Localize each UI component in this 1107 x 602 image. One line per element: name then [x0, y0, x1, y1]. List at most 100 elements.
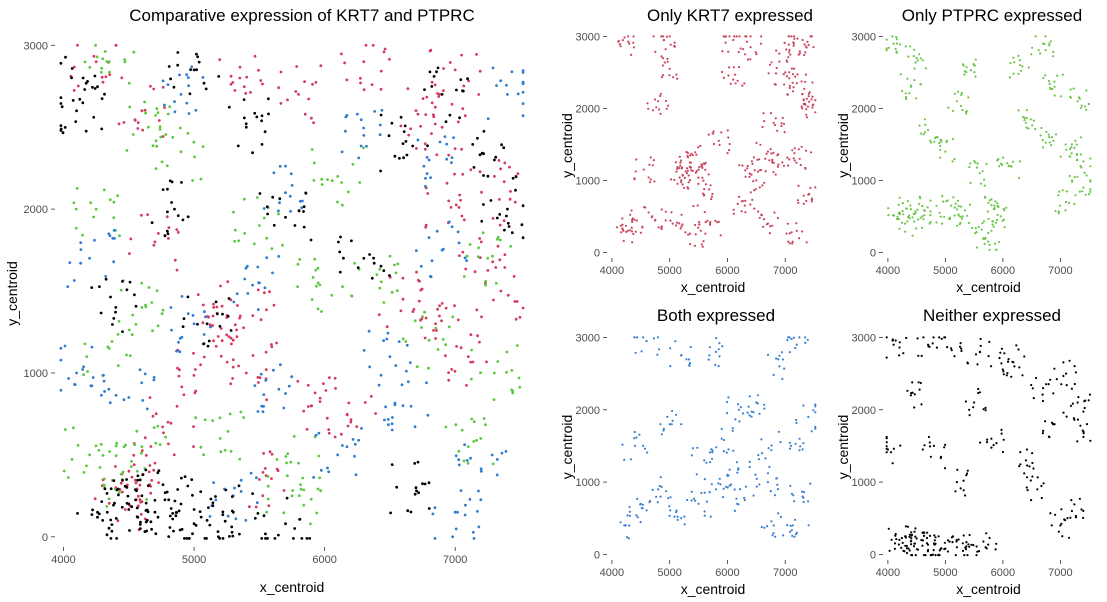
- data-point: [419, 318, 422, 322]
- data-point: [766, 472, 770, 475]
- data-point: [377, 313, 381, 317]
- data-point: [633, 444, 637, 447]
- data-point: [675, 509, 678, 512]
- data-point: [505, 83, 508, 87]
- data-point: [753, 189, 756, 192]
- data-point: [163, 491, 167, 495]
- data-point: [805, 199, 808, 203]
- data-point: [76, 512, 79, 515]
- data-point: [921, 539, 925, 542]
- data-point: [791, 240, 794, 243]
- data-point: [299, 487, 303, 491]
- data-point: [169, 421, 173, 425]
- data-point: [153, 240, 157, 244]
- data-point: [143, 372, 147, 376]
- data-point: [924, 554, 927, 557]
- data-point: [380, 108, 384, 112]
- data-point: [476, 510, 479, 513]
- data-point: [133, 478, 137, 482]
- x-tick-label: 5000: [657, 265, 681, 277]
- data-point: [727, 396, 730, 399]
- data-point: [153, 510, 157, 514]
- data-point: [1006, 162, 1009, 165]
- data-point: [920, 132, 923, 135]
- data-point: [214, 495, 217, 498]
- data-point: [310, 404, 313, 408]
- data-point: [477, 525, 481, 529]
- data-point: [804, 73, 808, 76]
- data-point: [720, 131, 723, 134]
- data-point: [939, 148, 942, 151]
- data-point: [631, 217, 634, 220]
- data-point: [79, 248, 83, 252]
- data-point: [266, 484, 270, 488]
- data-point: [914, 554, 917, 557]
- data-point: [800, 145, 803, 148]
- data-point: [81, 368, 85, 371]
- data-point: [270, 343, 273, 346]
- data-point: [954, 554, 957, 557]
- data-point: [666, 415, 669, 418]
- y-axis-label: y_centroid: [4, 261, 20, 326]
- data-point: [728, 468, 731, 471]
- data-point: [745, 35, 748, 38]
- data-point: [710, 448, 713, 451]
- data-point: [1069, 96, 1072, 99]
- data-point: [259, 318, 263, 322]
- data-point: [1041, 432, 1044, 435]
- data-point: [344, 129, 347, 133]
- data-point: [925, 536, 929, 540]
- data-point: [153, 461, 157, 465]
- data-point: [226, 514, 230, 518]
- data-point: [336, 200, 339, 204]
- data-point: [737, 467, 740, 470]
- data-point: [660, 55, 663, 58]
- data-point: [239, 410, 243, 414]
- data-point: [379, 169, 382, 173]
- data-point: [333, 376, 337, 380]
- data-point: [793, 35, 796, 38]
- data-point: [653, 180, 656, 183]
- data-point: [783, 131, 786, 134]
- data-point: [797, 53, 800, 56]
- data-point: [658, 348, 661, 351]
- data-point: [654, 50, 657, 54]
- data-point: [198, 510, 202, 513]
- data-point: [399, 309, 403, 313]
- data-point: [492, 298, 495, 302]
- data-point: [1001, 368, 1004, 371]
- data-point: [234, 517, 238, 521]
- data-point: [484, 423, 487, 427]
- data-point: [114, 444, 118, 448]
- data-point: [511, 389, 514, 393]
- data-point: [506, 93, 509, 96]
- data-point: [790, 492, 794, 495]
- data-point: [995, 542, 998, 545]
- data-point: [640, 350, 643, 353]
- data-point: [1062, 411, 1065, 414]
- data-point: [1026, 464, 1029, 467]
- data-point: [726, 152, 729, 155]
- data-point: [992, 225, 995, 228]
- data-point: [920, 226, 924, 229]
- data-point: [667, 497, 670, 500]
- data-point: [914, 527, 917, 530]
- data-point: [270, 345, 274, 349]
- data-point: [121, 330, 124, 333]
- data-point: [764, 170, 767, 173]
- data-point: [747, 405, 750, 408]
- x-tick-label: 6000: [991, 567, 1015, 579]
- data-point: [82, 373, 86, 377]
- data-point: [1053, 367, 1056, 370]
- data-point: [110, 523, 114, 526]
- data-point: [805, 46, 808, 49]
- data-point: [722, 487, 725, 490]
- data-point: [470, 348, 473, 352]
- data-point: [795, 222, 798, 225]
- data-point: [1030, 53, 1033, 56]
- data-point: [493, 158, 496, 162]
- data-point: [226, 280, 230, 284]
- data-point: [722, 76, 726, 79]
- data-point: [432, 329, 435, 332]
- data-point: [932, 549, 935, 552]
